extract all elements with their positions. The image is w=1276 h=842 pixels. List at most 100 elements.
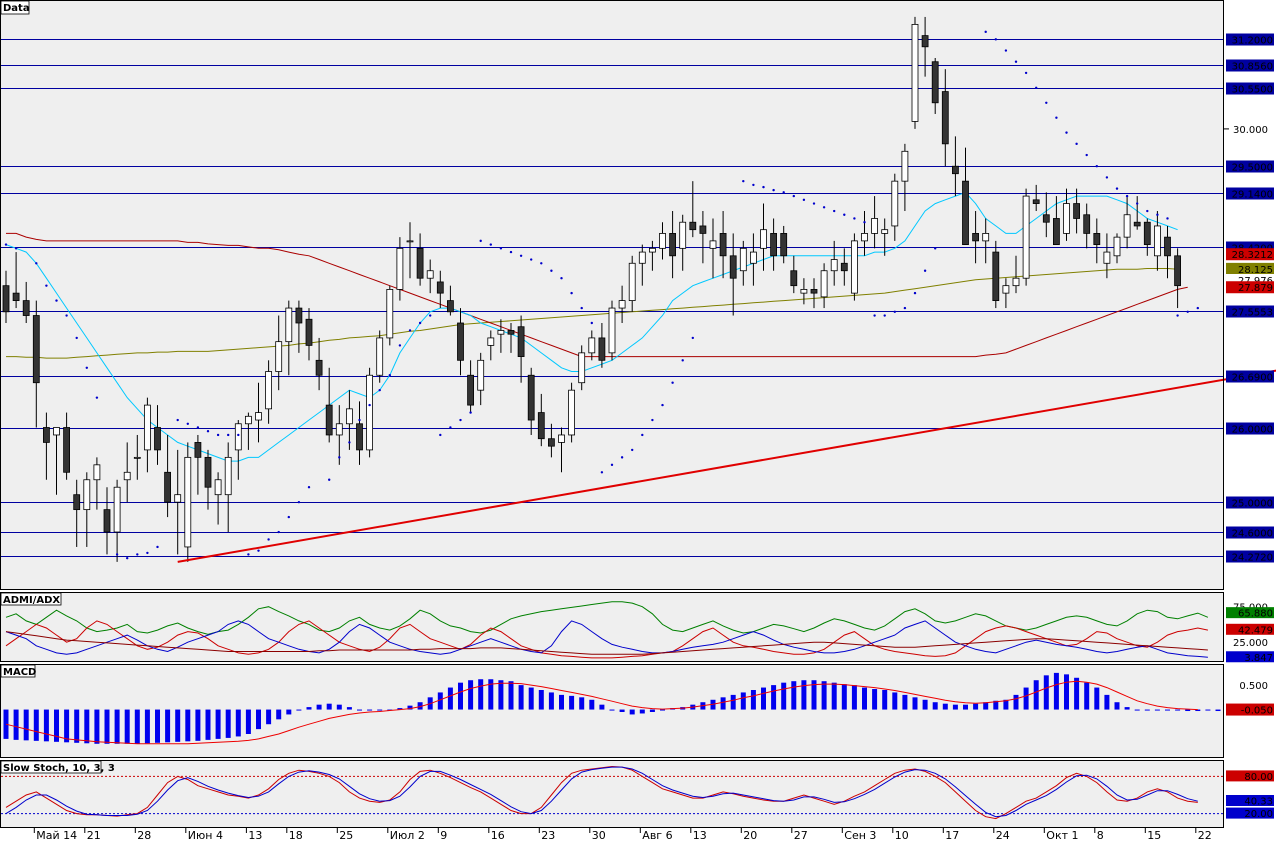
- macd-bar-25: [256, 709, 261, 730]
- sar-dot-49: [540, 262, 543, 265]
- sar-dot-23: [267, 538, 270, 541]
- macd-bar-88: [892, 692, 898, 710]
- sar-dot-91: [1045, 101, 1048, 104]
- candle-body-79: [800, 289, 808, 294]
- candle-body-33: [335, 423, 343, 436]
- candle-body-64: [649, 247, 656, 253]
- macd-bar-39: [397, 708, 403, 710]
- macd-bar-34: [346, 707, 352, 710]
- sar-dot-70: [792, 194, 795, 198]
- macd-bar-102: [1033, 680, 1039, 710]
- sar-dot-10: [126, 556, 129, 560]
- candle-body-109: [1103, 251, 1111, 264]
- main-title: Data: [3, 3, 30, 14]
- sar-dot-51: [560, 277, 563, 280]
- macd-bar-79: [801, 680, 807, 710]
- macd-bar-71: [720, 697, 726, 710]
- macd-bar-51: [518, 685, 524, 710]
- macd-bar-111: [1124, 707, 1130, 710]
- sar-dot-57: [620, 456, 624, 459]
- sar-dot-97: [1105, 176, 1109, 179]
- candle-body-116: [1174, 255, 1181, 287]
- macd-bar-94: [952, 704, 958, 710]
- candle-body-99: [1002, 285, 1010, 294]
- candle-body-66: [669, 233, 676, 257]
- macd-bar-22: [225, 709, 231, 738]
- candle-body-103: [1042, 214, 1050, 223]
- main-panel-frame: [0, 0, 1224, 590]
- sar-dot-93: [1065, 131, 1068, 134]
- sar-dot-88: [1014, 60, 1018, 63]
- candle-body-76: [770, 233, 777, 257]
- sar-dot-52: [570, 291, 573, 295]
- candle-body-105: [1063, 203, 1070, 234]
- candle-body-74: [750, 251, 757, 264]
- candle-body-104: [1053, 218, 1060, 246]
- macd-bar-46: [468, 680, 474, 710]
- admi-panel-frame: [0, 592, 1224, 662]
- date-label-2: 28: [137, 829, 151, 842]
- sar-dot-44: [489, 243, 492, 246]
- macd-bar-80: [811, 680, 817, 710]
- candle-body-26: [265, 371, 273, 410]
- macd-bar-32: [326, 703, 332, 710]
- macd-bar-15: [155, 709, 160, 743]
- candle-body-5: [53, 427, 60, 436]
- candle-body-65: [659, 233, 666, 249]
- sar-dot-86: [994, 38, 997, 41]
- candle-body-63: [638, 251, 646, 264]
- main-title-tag: Data: [0, 0, 30, 15]
- candle-body-42: [426, 270, 434, 279]
- admi-tag-0: 65.880: [1238, 609, 1273, 620]
- hline-label-bg-7: [1226, 370, 1274, 383]
- candle-body-68: [689, 221, 697, 231]
- sar-dot-2: [35, 262, 38, 265]
- date-label-17: 10: [895, 829, 909, 842]
- candle-body-50: [507, 330, 515, 335]
- macd-bar-60: [609, 709, 615, 711]
- candle-body-113: [1143, 221, 1151, 246]
- macd-bar-55: [559, 694, 564, 710]
- macd-bar-115: [1165, 709, 1170, 711]
- sar-dot-28: [328, 478, 331, 481]
- stoch-tag-bg-0: [1226, 770, 1274, 782]
- candle-body-36: [366, 374, 374, 451]
- sar-dot-65: [742, 179, 745, 183]
- sar-dot-79: [883, 314, 886, 317]
- sar-dot-105: [1186, 310, 1189, 313]
- date-label-6: 25: [339, 829, 353, 842]
- candle-body-31: [315, 359, 323, 376]
- macd-bar-64: [649, 709, 655, 712]
- sar-dot-98: [1115, 187, 1119, 190]
- date-label-14: 20: [743, 829, 757, 842]
- date-label-5: 18: [289, 829, 303, 842]
- macd-bar-27: [276, 709, 282, 720]
- sar-dot-80: [893, 310, 896, 313]
- hline-label-bg-2: [1226, 82, 1274, 95]
- candle-body-96: [972, 233, 979, 242]
- macd-bar-16: [165, 709, 171, 743]
- macd-bar-9: [94, 709, 100, 744]
- candle-body-46: [467, 374, 475, 406]
- macd-bar-86: [872, 689, 878, 710]
- candle-body-93: [941, 91, 949, 145]
- sar-dot-1: [14, 247, 18, 250]
- date-label-18: 17: [945, 829, 959, 842]
- sar-dot-75: [843, 213, 846, 216]
- date-label-23: 22: [1198, 829, 1212, 842]
- macd-bar-17: [175, 709, 181, 742]
- macd-bar-112: [1134, 709, 1140, 711]
- admi-tag-bg-0: [1226, 607, 1274, 619]
- candle-body-61: [618, 300, 626, 309]
- macd-bar-20: [205, 709, 211, 740]
- candle-body-34: [345, 408, 353, 425]
- macd-bar-48: [488, 679, 494, 710]
- macd-bar-83: [841, 684, 847, 710]
- date-label-7: Июл 2: [390, 829, 425, 842]
- hline-label-7: 26.6900: [1232, 373, 1273, 384]
- admi-series-2: [5, 620, 1208, 658]
- macd-bar-35: [357, 709, 362, 711]
- hline-label-bg-1: [1226, 59, 1274, 72]
- candle-body-62: [628, 262, 636, 301]
- macd-bar-119: [1205, 709, 1211, 711]
